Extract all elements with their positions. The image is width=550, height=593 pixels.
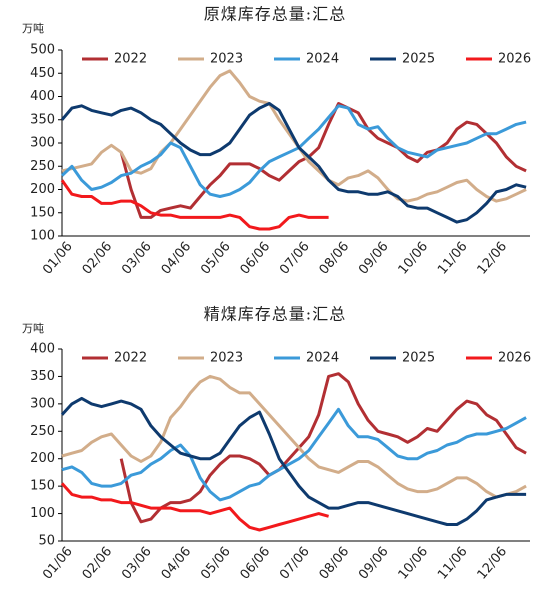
x-tick-label: 04/06	[159, 544, 195, 582]
legend-label: 2024	[306, 52, 339, 67]
x-tick-label: 08/06	[317, 239, 353, 277]
y-tick-label: 250	[30, 159, 55, 174]
x-tick-label: 09/06	[356, 544, 392, 582]
x-tick-label: 01/06	[40, 544, 76, 582]
x-tick-label: 10/06	[396, 544, 432, 582]
legend-label: 2022	[114, 351, 147, 366]
chart-title: 精煤库存总量:汇总	[204, 305, 346, 324]
y-tick-label: 200	[30, 182, 55, 197]
y-tick-label: 350	[30, 112, 55, 127]
y-tick-label: 100	[30, 506, 55, 521]
legend-label: 2025	[402, 52, 435, 67]
y-tick-label: 250	[30, 424, 55, 439]
y-tick-label: 200	[30, 451, 55, 466]
y-tick-label: 400	[30, 89, 55, 104]
x-tick-label: 11/06	[435, 544, 471, 582]
x-tick-label: 06/06	[238, 239, 274, 277]
y-tick-label: 500	[30, 43, 55, 58]
series-line	[60, 482, 329, 532]
y-axis-unit: 万吨	[22, 22, 44, 35]
series-line	[60, 179, 329, 231]
x-tick-label: 04/06	[159, 239, 195, 277]
legend-label: 2023	[210, 52, 243, 67]
y-tick-label: 150	[30, 479, 55, 494]
y-tick-label: 350	[30, 369, 55, 384]
x-tick-label: 08/06	[317, 544, 353, 582]
series-line	[60, 396, 527, 526]
chart-title: 原煤库存总量:汇总	[204, 5, 346, 24]
y-tick-label: 450	[30, 66, 55, 81]
y-tick-label: 100	[30, 229, 55, 244]
y-tick-label: 150	[30, 205, 55, 220]
x-tick-label: 02/06	[80, 239, 116, 277]
y-tick-label: 400	[30, 342, 55, 357]
x-tick-label: 05/06	[198, 239, 234, 277]
x-tick-label: 07/06	[277, 544, 313, 582]
series-line	[119, 102, 527, 219]
x-tick-label: 03/06	[119, 239, 155, 277]
x-tick-label: 12/06	[475, 239, 511, 277]
x-tick-label: 07/06	[277, 239, 313, 277]
legend-label: 2025	[402, 351, 435, 366]
x-tick-label: 06/06	[238, 544, 274, 582]
series-line	[119, 372, 527, 524]
x-tick-label: 10/06	[396, 239, 432, 277]
x-tick-label: 11/06	[435, 239, 471, 277]
y-tick-label: 300	[30, 396, 55, 411]
legend-label: 2022	[114, 52, 147, 67]
x-tick-label: 03/06	[119, 544, 155, 582]
x-tick-label: 01/06	[40, 239, 76, 277]
series-line	[61, 374, 527, 499]
series-line	[60, 102, 527, 224]
legend-label: 2024	[306, 351, 339, 366]
series-line	[61, 407, 527, 502]
legend-label: 2026	[498, 52, 531, 67]
y-axis-unit: 万吨	[22, 322, 44, 335]
x-tick-label: 12/06	[475, 544, 511, 582]
series-line	[60, 104, 527, 198]
legend-label: 2026	[498, 351, 531, 366]
legend-label: 2023	[210, 351, 243, 366]
x-tick-label: 02/06	[80, 544, 116, 582]
y-tick-label: 300	[30, 136, 55, 151]
y-tick-label: 50	[38, 534, 55, 549]
x-tick-label: 05/06	[198, 544, 234, 582]
x-tick-label: 09/06	[356, 239, 392, 277]
